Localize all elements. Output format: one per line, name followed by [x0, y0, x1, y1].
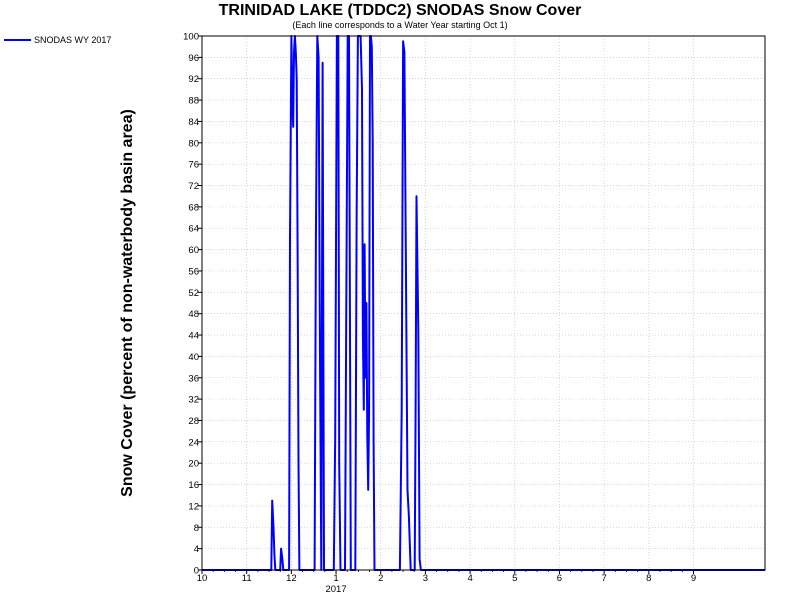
y-tick-label: 60: [188, 245, 199, 256]
legend-label: SNODAS WY 2017: [34, 35, 112, 45]
legend: SNODAS WY 2017: [4, 34, 111, 46]
x-tick-label: 12: [286, 573, 297, 584]
y-tick-label: 4: [194, 544, 199, 555]
y-tick-label: 96: [188, 53, 199, 64]
y-tick-label: 52: [188, 288, 199, 299]
y-tick-label: 84: [188, 117, 199, 128]
x-tick-label: 1: [333, 573, 338, 584]
grid: [201, 35, 765, 571]
y-tick-label: 80: [188, 138, 199, 149]
x-ticks: 10 11 12 1 2 3 4 5 6 7 8 9: [197, 570, 696, 584]
y-tick-label: 48: [188, 309, 199, 320]
y-ticks: 0481216202428323640444852566064687276808…: [183, 32, 202, 577]
y-tick-label: 40: [188, 352, 199, 363]
x-tick-label: 2: [378, 573, 383, 584]
y-tick-label: 44: [188, 331, 199, 342]
y-tick-label: 36: [188, 373, 199, 384]
y-tick-label: 28: [188, 416, 199, 427]
x-tick-label: 11: [242, 573, 252, 584]
chart-title: TRINIDAD LAKE (TDDC2) SNODAS Snow Cover: [218, 2, 582, 19]
x-tick-label: 6: [557, 573, 562, 584]
x-tick-label: 3: [423, 573, 428, 584]
y-tick-label: 8: [194, 523, 199, 534]
x-tick-label: 10: [197, 573, 208, 584]
series-line: [202, 35, 765, 571]
chart-subtitle: (Each line corresponds to a Water Year s…: [292, 20, 508, 30]
y-tick-label: 16: [188, 480, 199, 491]
y-tick-label: 24: [188, 437, 199, 448]
x-tick-label: 4: [467, 573, 472, 584]
x-tick-label: 8: [646, 573, 651, 584]
y-tick-label: 68: [188, 202, 199, 213]
y-tick-label: 64: [188, 224, 199, 235]
x-tick-label: 5: [512, 573, 517, 584]
y-tick-label: 76: [188, 160, 199, 171]
x-tick-label: 7: [601, 573, 606, 584]
legend-swatch: [4, 39, 31, 41]
y-tick-label: 32: [188, 395, 199, 406]
x-year-label: 2017: [325, 584, 346, 595]
y-tick-label: 20: [188, 459, 199, 470]
plot-frame: [201, 35, 766, 571]
y-tick-label: 100: [183, 32, 199, 43]
y-tick-label: 0: [194, 566, 199, 577]
y-tick-label: 72: [188, 181, 199, 192]
y-tick-label: 88: [188, 96, 199, 107]
y-tick-label: 92: [188, 74, 199, 85]
series-layer: [202, 35, 765, 571]
x-tick-label: 9: [691, 573, 696, 584]
y-tick-label: 12: [188, 501, 199, 512]
y-tick-label: 56: [188, 266, 199, 277]
